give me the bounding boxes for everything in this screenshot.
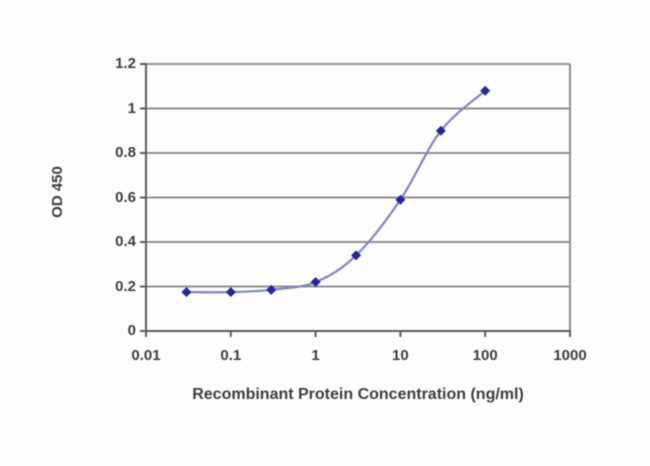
y-tick-label: 1 bbox=[127, 99, 136, 117]
y-axis-title: OD 450 bbox=[48, 166, 66, 218]
data-point-marker bbox=[480, 85, 491, 96]
x-tick-label: 0.01 bbox=[131, 347, 161, 364]
data-point-marker bbox=[435, 125, 446, 136]
x-tick-label: 10 bbox=[392, 347, 409, 364]
data-point-marker bbox=[225, 287, 236, 298]
y-tick-label: 0.2 bbox=[115, 277, 136, 295]
series-line bbox=[186, 89, 486, 294]
x-tick-label: 100 bbox=[472, 347, 498, 364]
y-tick-label: 0 bbox=[127, 322, 136, 339]
data-point-marker bbox=[395, 194, 406, 205]
data-point-marker bbox=[351, 250, 362, 261]
x-tick-label: 1 bbox=[311, 347, 320, 364]
x-tick-label: 1000 bbox=[553, 347, 587, 364]
y-tick-label: 1.2 bbox=[115, 55, 136, 72]
y-tick-label: 0.6 bbox=[115, 188, 136, 206]
x-axis-title: Recombinant Protein Concentration (ng/ml… bbox=[192, 386, 524, 403]
y-tick-label: 0.8 bbox=[115, 144, 136, 161]
y-tick-label: 0.4 bbox=[115, 233, 136, 250]
data-point-marker bbox=[181, 287, 192, 298]
x-tick-label: 0.1 bbox=[220, 347, 242, 364]
data-point-marker bbox=[266, 284, 277, 295]
data-point-marker bbox=[310, 277, 321, 288]
